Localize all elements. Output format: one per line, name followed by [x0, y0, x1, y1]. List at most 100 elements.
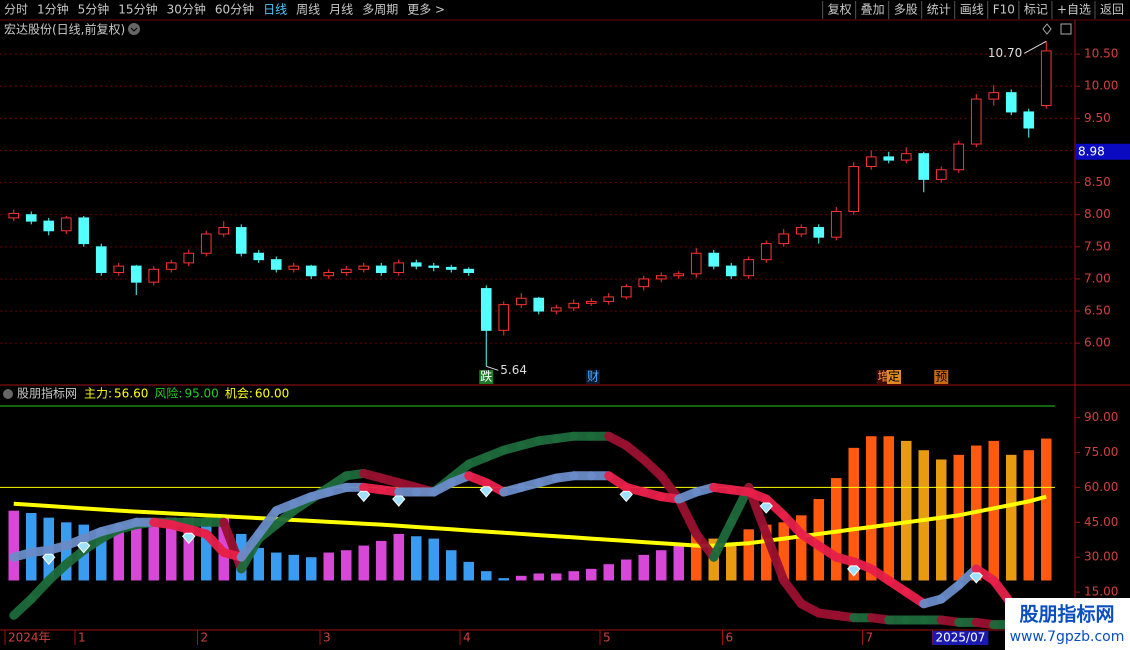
dropdown-icon[interactable]	[128, 23, 140, 35]
event-badge[interactable]	[479, 370, 494, 384]
indicator-bar	[831, 478, 842, 581]
event-label[interactable]: 财	[587, 370, 599, 384]
candle-body	[445, 266, 457, 270]
period-tab[interactable]: 周线	[296, 3, 320, 17]
event-label[interactable]: 定	[888, 369, 900, 384]
toolbar-button[interactable]: 复权	[828, 3, 852, 17]
indicator-bar	[428, 538, 439, 581]
candle-body	[988, 92, 1000, 100]
indicator-bar	[446, 550, 457, 581]
candle-body	[393, 262, 405, 274]
candle-body	[340, 268, 352, 274]
indicator-bar	[306, 557, 317, 581]
event-label[interactable]: 增	[877, 370, 889, 384]
indicator-bar	[656, 550, 667, 581]
indicator-bar	[936, 459, 947, 581]
period-tab[interactable]: 多周期	[362, 3, 398, 17]
event-badge[interactable]	[887, 370, 901, 384]
toolbar-button[interactable]: 多股	[894, 3, 918, 17]
ribbon-segment	[761, 529, 789, 585]
box-icon[interactable]	[1060, 23, 1072, 35]
event-label[interactable]: 跌	[480, 369, 492, 384]
y-tick-label: 6.00	[1084, 336, 1111, 350]
toolbar-button[interactable]: +自选	[1057, 3, 1091, 17]
y-tick-label: 10.00	[1084, 79, 1118, 93]
indicator-bar	[253, 547, 264, 581]
watermark-box	[1005, 598, 1130, 650]
candle-body	[918, 153, 930, 180]
period-tab[interactable]: 日线	[263, 3, 287, 17]
indicator-bar	[481, 571, 492, 581]
annotation-label: 10.70	[988, 46, 1022, 60]
indicator-bar	[621, 559, 632, 581]
period-tab[interactable]: 30分钟	[167, 2, 206, 17]
candle-body	[690, 252, 702, 275]
candle-body	[585, 300, 597, 304]
period-tab[interactable]: 15分钟	[118, 2, 157, 17]
period-tab[interactable]: 分时	[4, 3, 28, 17]
annotation-arrow	[1024, 40, 1047, 54]
ribbon-segment	[674, 494, 701, 539]
indicator-bar	[26, 513, 37, 581]
indicator-bar	[988, 440, 999, 581]
period-tab[interactable]: 更多 >	[407, 3, 445, 17]
candle-body	[550, 307, 562, 312]
candle-body	[323, 272, 335, 277]
toolbar-button[interactable]: 叠加	[861, 3, 885, 17]
dropdown-icon[interactable]	[3, 389, 13, 399]
x-tick-label: 1	[78, 631, 86, 645]
y-tick-label: 8.00	[1084, 207, 1111, 221]
candle-body	[8, 212, 20, 219]
toolbar-button[interactable]: F10	[993, 3, 1015, 17]
indicator-bar	[463, 561, 474, 581]
event-label[interactable]: 预	[935, 370, 947, 384]
candle-body	[498, 304, 510, 331]
indicator-bar	[341, 550, 352, 581]
indicator-bar	[1041, 438, 1052, 581]
indicator-bar	[603, 564, 614, 581]
indicator-bar	[568, 571, 579, 581]
toolbar-button[interactable]: 返回	[1100, 3, 1124, 17]
watermark-url: www.7gpzb.com	[1010, 629, 1125, 645]
candle-body	[165, 262, 177, 270]
x-tick-label: 6	[726, 631, 734, 645]
watermark-title: 股朋指标网	[1019, 604, 1114, 626]
toolbar-button[interactable]: 标记	[1024, 3, 1048, 17]
candle-body	[865, 156, 877, 168]
indicator-bar	[376, 540, 387, 581]
legend-value: 56.60	[114, 387, 148, 401]
period-tab[interactable]: 1分钟	[37, 2, 69, 17]
event-badge[interactable]	[586, 370, 600, 384]
period-tab[interactable]: 60分钟	[215, 2, 254, 17]
indicator-bar	[61, 522, 72, 581]
y-tick-label: 15.00	[1084, 585, 1118, 599]
indicator-bar	[551, 573, 562, 581]
period-tab[interactable]: 月线	[329, 3, 353, 17]
indicator-bar	[743, 529, 754, 581]
y-tick-label: 9.50	[1084, 111, 1111, 125]
candle-body	[760, 243, 772, 261]
toolbar	[0, 0, 1130, 20]
period-tab[interactable]: 5分钟	[78, 2, 110, 17]
indicator-bar	[883, 436, 894, 581]
diamond-icon[interactable]	[1042, 23, 1052, 35]
candle-body	[743, 259, 755, 277]
toolbar-button[interactable]: 统计	[927, 3, 951, 17]
toolbar-button[interactable]: 画线	[960, 3, 984, 17]
candle-body	[848, 166, 860, 212]
indicator-bar	[638, 554, 649, 581]
candle-body	[725, 265, 737, 277]
legend-name: 主力:	[84, 387, 112, 401]
event-badge[interactable]	[934, 370, 949, 384]
indicator-bar	[866, 436, 877, 581]
candle-body	[1023, 111, 1035, 129]
candle-body	[1040, 50, 1052, 107]
candle-body	[200, 233, 212, 254]
signal-gem	[479, 486, 493, 498]
indicator-bar	[848, 447, 859, 581]
annotation-label: 5.64	[500, 363, 527, 377]
signal-gem	[759, 502, 773, 514]
indicator-bar	[393, 533, 404, 581]
candle-body	[638, 278, 650, 288]
